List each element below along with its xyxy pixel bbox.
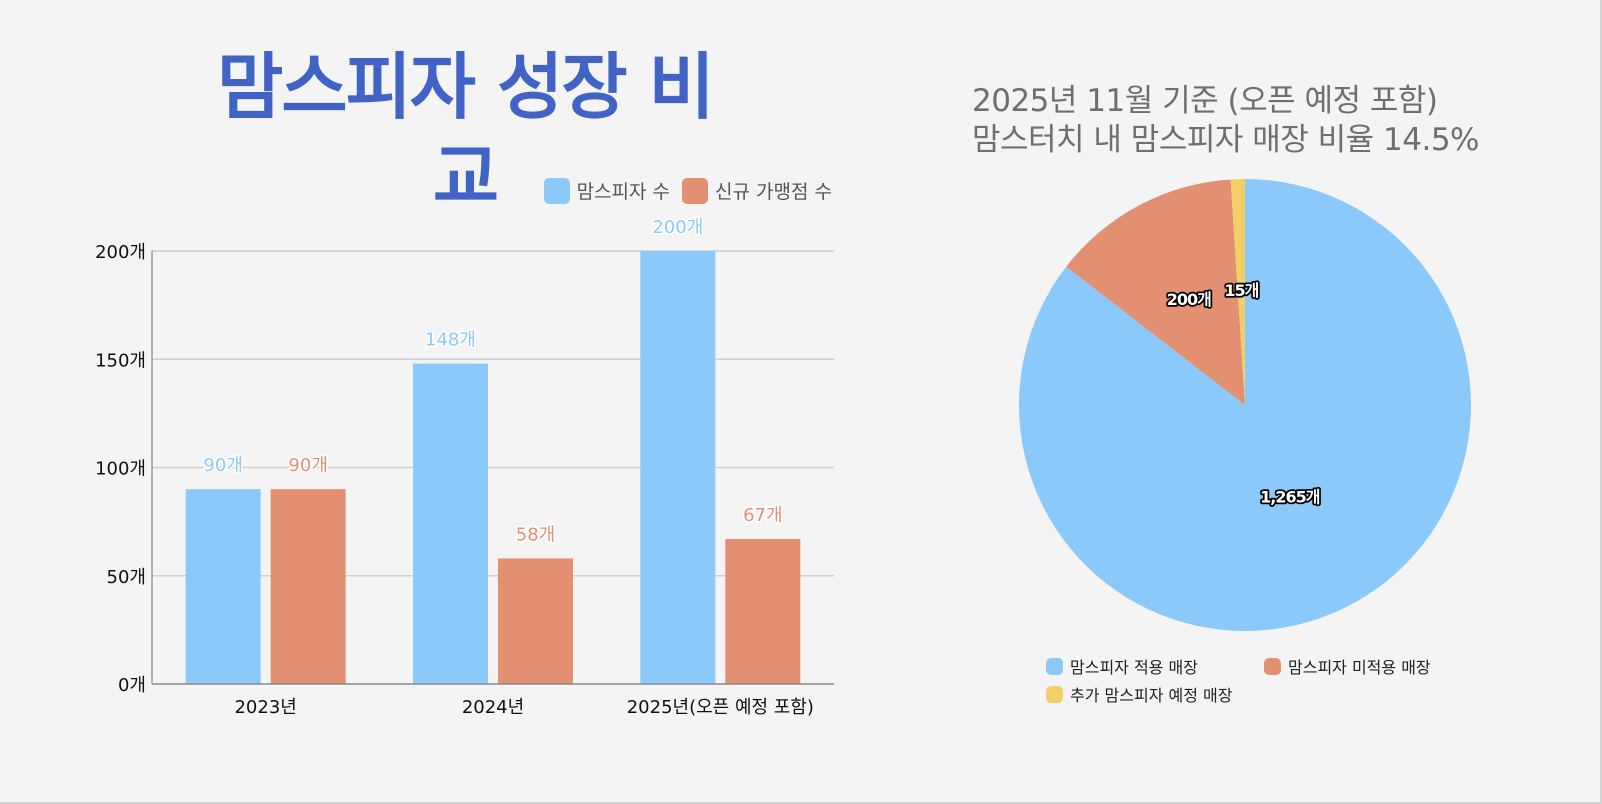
bar-new-franchise [270,489,346,684]
legend-label: 맘스피자 수 [576,181,671,203]
page-title: 맘스피자 성장 비교 [217,45,715,219]
pie-chart: 1,265개 200개 15개 [1019,179,1471,631]
legend-item-new-franchise: 신규 가맹점 수 [682,177,832,204]
x-tick-label: 2025년(오픈 예정 포함) [627,697,814,718]
legend-swatch-orange [682,177,709,204]
y-tick-label: 200개 [95,242,146,263]
legend-label: 맘스피자 적용 매장 [1070,658,1198,677]
legend-item-mompizza: 맘스피자 수 [543,177,671,204]
pie-legend: 맘스피자 적용 매장 맘스피자 미적용 매장 추가 맘스피자 예정 매장 [1046,652,1482,708]
pie-slice-planned [1230,179,1245,405]
pie-title-line-1: 2025년 11월 기준 (오픈 예정 포함) [972,83,1438,119]
x-tick-label: 2023년 [234,697,296,718]
bar-legend: 맘스피자 수 신규 가맹점 수 [538,177,832,204]
y-tick-label: 150개 [95,350,146,371]
bar-value-label: 200개 [652,217,703,238]
legend-swatch-yellow [1046,685,1063,703]
bar-new-franchise [498,558,573,684]
x-tick-label: 2024년 [462,697,524,718]
bar-chart: 0개 50개 100개 150개 200개 90개 90개 2023년 148개 58개 2024년… [95,216,834,718]
bar-value-label: 90개 [203,455,242,476]
pie-legend-item: 맘스피자 미적용 매장 [1264,654,1482,678]
bar-mompizza [413,363,488,684]
bar-value-label: 58개 [516,524,555,545]
legend-label: 맘스피자 미적용 매장 [1288,658,1431,677]
y-tick-label: 100개 [95,459,146,480]
bar-value-label: 148개 [425,330,476,351]
legend-label: 신규 가맹점 수 [715,181,832,203]
legend-swatch-blue [1046,657,1063,675]
legend-label: 추가 맘스피자 예정 매장 [1070,686,1233,705]
bar-new-franchise [725,538,801,684]
bar-value-label: 90개 [288,455,327,476]
pie-slice-label: 200개 [1167,290,1211,309]
pie-title: 2025년 11월 기준 (오픈 예정 포함) 맘스터치 내 맘스피자 매장 비… [972,82,1532,160]
pie-slice-not-applied [1066,179,1245,405]
bar-mompizza [640,251,716,684]
legend-swatch-blue [543,177,570,204]
pie-slice-label: 1,265개 [1260,487,1320,506]
pie-legend-item: 맘스피자 적용 매장 [1046,654,1264,678]
bar-value-label: 67개 [743,505,782,526]
pie-title-line-2: 맘스터치 내 맘스피자 매장 비율 14.5% [972,122,1480,158]
pie-slice-label: 15개 [1224,281,1258,300]
y-tick-label: 0개 [118,675,146,696]
bar-mompizza [185,489,261,684]
pie-legend-item: 추가 맘스피자 예정 매장 [1046,682,1264,706]
legend-swatch-orange [1264,657,1281,675]
y-tick-label: 50개 [107,567,146,588]
